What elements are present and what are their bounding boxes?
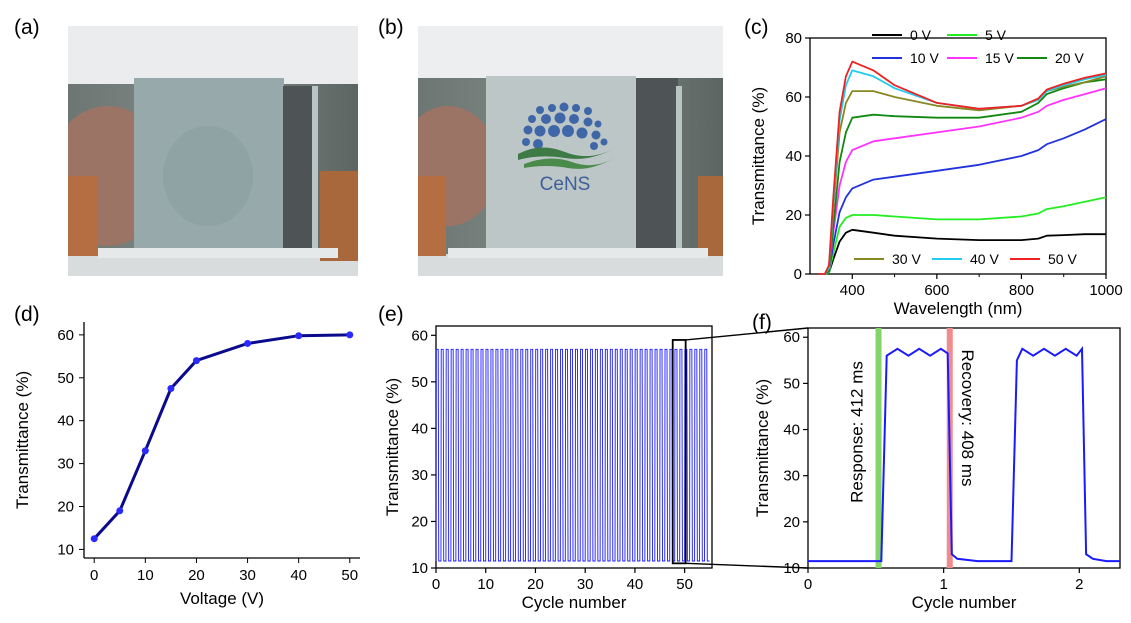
chart-f-xlabel: Cycle number [912,593,1017,612]
chart-e-ylabel: Transmittance (%) [383,378,402,516]
panel-label-b: (b) [378,16,404,39]
chart-c-legend-entry: 20 V [1055,50,1084,66]
chart-e-ytick-label: 60 [411,327,428,344]
chart-f-ytick-label: 50 [783,375,800,392]
chart-e-plot-frame [435,325,713,569]
chart-f-ytick-label: 10 [783,560,800,577]
chart-d-xtick-label: 40 [290,567,307,584]
chart-c-legend-entry: 50 V [1048,251,1077,267]
chart-f-plot-frame [807,327,1121,569]
chart-d-xtick-label: 50 [341,567,358,584]
chart-e-ytick-label: 30 [411,467,428,484]
chart-f-series-line [808,345,1120,563]
chart-e-xtick-label: 30 [577,576,594,593]
chart-d-ytick-label: 50 [57,370,74,387]
panel-label-a: (a) [14,16,40,39]
chart-e-zoom-box [671,339,687,565]
chart-d-xtick-label: 20 [188,567,205,584]
chart-c-legend-entry: 10 V [910,50,939,66]
chart-c-xtick-label: 800 [1009,282,1034,299]
panel-label-d: (d) [14,303,40,326]
chart-e-ytick-label: 50 [411,374,428,391]
chart-c-legend-entry: 5 V [985,27,1007,43]
chart-c-spectra: 400 600 800 1000 0 20 40 60 80 Wavelength (nm) Tra… [749,27,1123,318]
chart-c-legend-entry: 15 V [985,50,1014,66]
chart-c-ytick-label: 80 [785,30,802,47]
chart-d-xtick-label: 0 [90,567,98,584]
chart-d-ylabel: Transmittance (%) [13,371,32,509]
chart-f-ytick-label: 30 [783,468,800,485]
panel-label-c: (c) [744,16,769,39]
chart-d-ytick-label: 40 [57,413,74,430]
chart-d-series-line [93,333,350,540]
chart-e-xtick-label: 50 [676,576,693,593]
chart-d-ytick-label: 60 [57,327,74,344]
chart-f-ytick-label: 60 [783,329,800,346]
chart-e-xtick-label: 40 [627,576,644,593]
chart-e-xtick-label: 0 [432,576,440,593]
chart-d-point [141,447,149,455]
chart-d-point [192,357,200,365]
chart-e-ytick-label: 20 [411,513,428,530]
chart-d-point [244,339,252,347]
chart-d-ytick-label: 30 [57,456,74,473]
cens-logo-text: CeNS [540,174,591,195]
chart-e-xtick-label: 10 [477,576,494,593]
chart-c-series-line-20v [818,78,1107,275]
chart-d-point [295,332,303,340]
chart-d-point [90,535,98,543]
chart-f-ytick-label: 40 [783,422,800,439]
chart-c-legend-entry: 30 V [892,251,921,267]
chart-d-ytick-label: 10 [57,541,74,558]
chart-d-voltage: 0 10 20 30 40 50 10 20 30 40 50 60 Voltage (V) Transm… [13,322,360,608]
chart-f-xtick-label: 0 [804,576,812,593]
chart-f-ylabel: Transmittance (%) [753,379,772,517]
chart-d-point [167,385,175,393]
chart-d-xlabel: Voltage (V) [180,589,264,608]
chart-c-xtick-label: 1000 [1089,282,1122,299]
chart-c-legend-entry: 40 V [970,251,999,267]
chart-d-point [116,507,124,515]
chart-c-ytick-label: 20 [785,207,802,224]
chart-f-ytick-label: 20 [783,514,800,531]
chart-e-xtick-label: 20 [527,576,544,593]
chart-c-xlabel: Wavelength (nm) [894,299,1023,318]
chart-d-point [346,331,354,339]
photo-device-off [68,26,358,276]
chart-c-series-line-5v [818,196,1107,275]
chart-e-xlabel: Cycle number [522,593,627,612]
chart-e-ytick-label: 10 [411,560,428,577]
chart-f-recovery-annotation: Recovery: 408 ms [958,350,977,487]
chart-c-ytick-label: 0 [794,266,802,283]
chart-c-series-line-50v [818,60,1107,275]
chart-c-xtick-label: 600 [924,282,949,299]
chart-f-response-band [875,328,882,568]
chart-c-legend-entry: 0 V [910,27,932,43]
chart-c-ylabel: Transmittance (%) [749,87,768,225]
chart-c-xtick-label: 400 [840,282,865,299]
chart-d-xtick-label: 30 [239,567,256,584]
chart-e-ytick-label: 40 [411,420,428,437]
chart-f-zoom: 0 1 2 10 20 30 40 50 60 Cycle number Transmittance… [753,327,1121,612]
chart-f-xtick-label: 1 [939,576,947,593]
chart-d-ytick-label: 20 [57,499,74,516]
chart-d-xtick-label: 10 [137,567,154,584]
cens-logo: CeNS [510,102,620,197]
chart-c-ytick-label: 40 [785,148,802,165]
panel-label-e: (e) [378,303,404,326]
chart-f-xtick-label: 2 [1075,576,1083,593]
chart-e-series-line [435,348,710,562]
photo-device-on [418,26,723,276]
chart-c-ytick-label: 60 [785,89,802,106]
chart-f-response-annotation: Response: 412 ms [848,361,867,503]
